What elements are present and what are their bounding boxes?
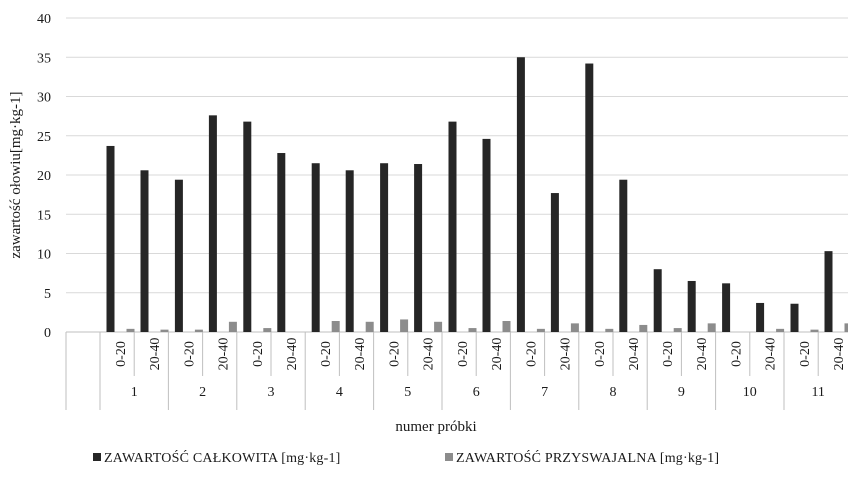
x-group-label: 8 — [610, 385, 617, 400]
bar-total — [825, 251, 833, 332]
y-axis-title: zawartość ołowiu[mg·kg-1] — [8, 91, 24, 258]
bar-available — [434, 322, 442, 332]
bar-available — [366, 322, 374, 332]
bar-available — [263, 328, 271, 332]
bar-total — [551, 193, 559, 332]
bar-available — [195, 330, 203, 332]
x-subcategory-label: 0-20 — [730, 341, 745, 367]
legend-label: ZAWARTOŚĆ PRZYSWAJALNA [mg·kg-1] — [456, 449, 719, 466]
x-subcategory-label: 0-20 — [319, 341, 334, 367]
x-subcategory-label: 0-20 — [524, 341, 539, 367]
bar-available — [708, 323, 716, 332]
bar-available — [400, 319, 408, 332]
bar-total — [483, 139, 491, 332]
legend-swatch — [445, 453, 453, 461]
y-tick-label: 30 — [37, 91, 51, 106]
x-subcategory-label: 20-40 — [353, 338, 368, 371]
x-subcategory-label: 20-40 — [216, 338, 231, 371]
bar-total — [722, 283, 730, 332]
bar-total — [414, 164, 422, 332]
bar-total — [209, 115, 217, 332]
bar-available — [127, 329, 135, 332]
x-subcategory-label: 20-40 — [764, 338, 779, 371]
bar-available — [571, 323, 579, 332]
x-subcategory-label: 0-20 — [114, 341, 129, 367]
bar-available — [537, 329, 545, 332]
x-subcategory-label: 20-40 — [422, 338, 437, 371]
bar-available — [776, 329, 784, 332]
legend-swatch — [93, 453, 101, 461]
bar-available — [229, 322, 237, 332]
bar-available — [605, 329, 613, 332]
x-subcategory-label: 0-20 — [661, 341, 676, 367]
legend: ZAWARTOŚĆ CAŁKOWITA [mg·kg-1] ZAWARTOŚĆ P… — [93, 449, 719, 466]
bar-available — [811, 330, 819, 332]
bar-total — [175, 180, 183, 332]
bar-total — [654, 269, 662, 332]
x-subcategory-label: 20-40 — [148, 338, 163, 371]
x-subcategory-label: 0-20 — [593, 341, 608, 367]
x-subcategory-label: 20-40 — [490, 338, 505, 371]
bar-total — [791, 304, 799, 332]
bar-available — [503, 321, 511, 332]
x-subcategory-label: 20-40 — [558, 338, 573, 371]
y-tick-label: 40 — [37, 12, 51, 27]
bar-available — [469, 328, 477, 332]
bar-total — [107, 146, 115, 332]
y-tick-label: 0 — [44, 326, 51, 341]
x-subcategory-label: 20-40 — [832, 338, 847, 371]
y-tick-label: 35 — [37, 51, 51, 66]
y-tick-label: 15 — [37, 208, 51, 223]
x-group-label: 6 — [473, 385, 480, 400]
y-tick-label: 10 — [37, 248, 51, 263]
bar-total — [243, 122, 251, 332]
bar-total — [585, 64, 593, 332]
y-tick-label: 5 — [44, 287, 51, 302]
x-group-label: 9 — [678, 385, 685, 400]
bar-available — [332, 321, 340, 332]
x-subcategory-label: 0-20 — [388, 341, 403, 367]
bars — [107, 57, 848, 332]
x-subcategory-label: 20-40 — [695, 338, 710, 371]
y-tick-label: 20 — [37, 169, 51, 184]
x-subcategory-label: 0-20 — [456, 341, 471, 367]
bar-total — [346, 170, 354, 332]
bar-total — [449, 122, 457, 332]
bar-available — [161, 330, 169, 332]
x-group-label: 5 — [404, 385, 411, 400]
gridlines — [66, 18, 848, 332]
x-group-label: 11 — [811, 385, 824, 400]
bar-total — [756, 303, 764, 332]
x-axis-title: numer próbki — [395, 419, 476, 435]
x-group-label: 3 — [268, 385, 275, 400]
x-group-label: 10 — [743, 385, 757, 400]
x-group-label: 7 — [541, 385, 548, 400]
x-subcategory-label: 20-40 — [285, 338, 300, 371]
bar-total — [517, 57, 525, 332]
x-axis: 0-20 20-40 1 0-20 20-40 2 0-20 20-40 3 0-20 20-40 4… — [66, 332, 848, 410]
x-group-label: 4 — [336, 385, 343, 400]
bar-total — [277, 153, 285, 332]
x-subcategory-label: 0-20 — [251, 341, 266, 367]
bar-total — [312, 163, 320, 332]
bar-available — [639, 325, 647, 332]
x-group-label: 1 — [131, 385, 138, 400]
y-axis-ticks: 0 5 10 15 20 25 30 35 40 — [37, 12, 51, 341]
x-subcategory-label: 0-20 — [182, 341, 197, 367]
bar-total — [688, 281, 696, 332]
bar-available — [674, 328, 682, 332]
x-group-label: 2 — [199, 385, 206, 400]
bar-total — [141, 170, 149, 332]
y-tick-label: 25 — [37, 130, 51, 145]
x-subcategory-label: 20-40 — [627, 338, 642, 371]
bar-available — [845, 323, 848, 332]
bar-total — [380, 163, 388, 332]
legend-label: ZAWARTOŚĆ CAŁKOWITA [mg·kg-1] — [104, 449, 341, 466]
x-subcategory-label: 0-20 — [798, 341, 813, 367]
bar-total — [619, 180, 627, 332]
